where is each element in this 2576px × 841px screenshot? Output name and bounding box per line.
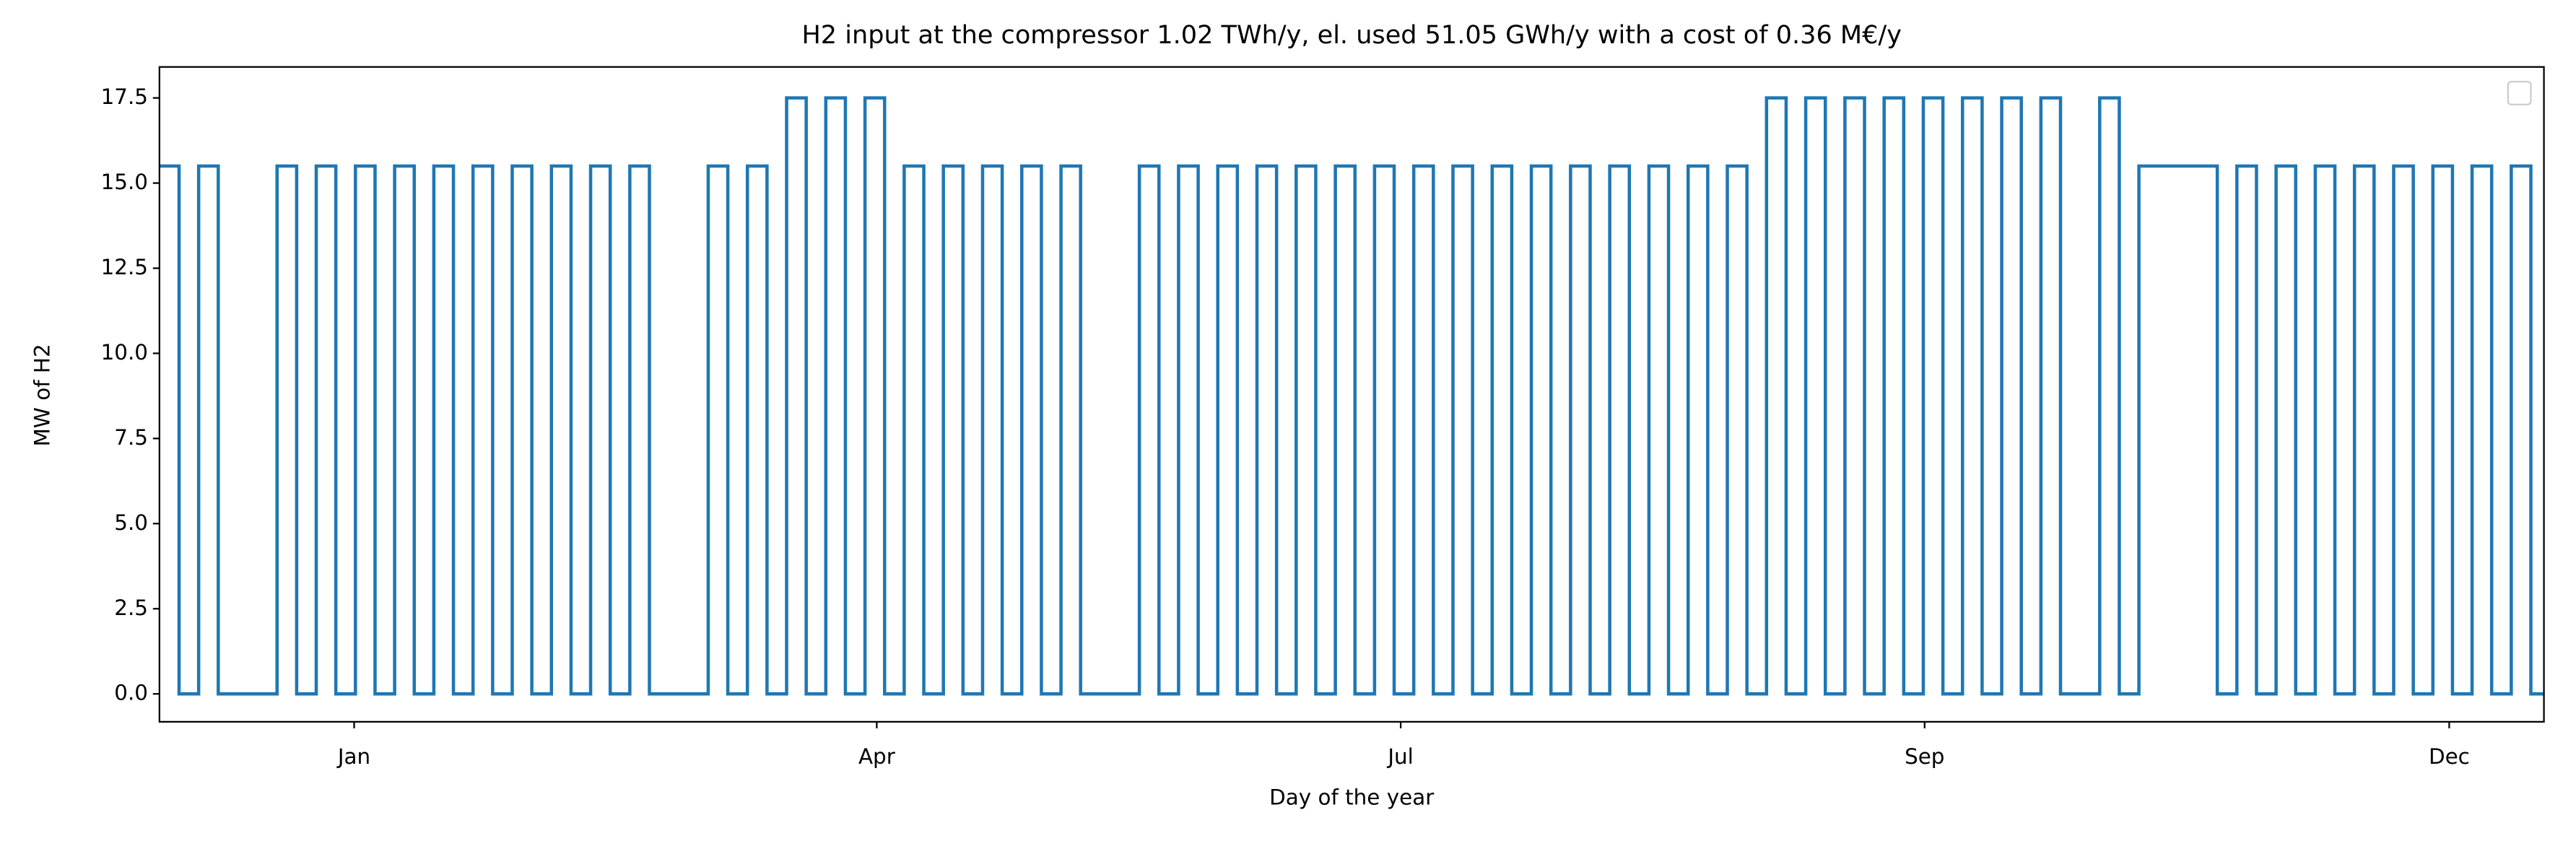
legend: [2507, 80, 2532, 105]
x-tick-label: Apr: [858, 744, 896, 769]
y-tick-label: 17.5: [101, 84, 148, 109]
y-tick-label: 7.5: [114, 425, 148, 450]
y-tick-label: 12.5: [101, 255, 148, 279]
axes-frame: [158, 66, 2545, 723]
y-tick-label: 10.0: [101, 340, 148, 365]
y-tick-label: 5.0: [114, 510, 148, 535]
data-line: [159, 96, 2544, 696]
y-axis-label: MW of H2: [30, 344, 55, 446]
chart-title: H2 input at the compressor 1.02 TWh/y, e…: [801, 20, 1902, 50]
x-axis-label: Day of the year: [1269, 785, 1435, 810]
y-tick-label: 2.5: [114, 596, 148, 620]
y-tick-label: 15.0: [101, 170, 148, 194]
x-tick-label: Jul: [1386, 744, 1413, 769]
x-tick-label: Jan: [336, 744, 370, 769]
y-tick-label: 0.0: [114, 681, 148, 705]
x-tick-label: Dec: [2429, 744, 2470, 769]
plot-area: [159, 96, 2544, 696]
x-tick-label: Sep: [1905, 744, 1944, 769]
